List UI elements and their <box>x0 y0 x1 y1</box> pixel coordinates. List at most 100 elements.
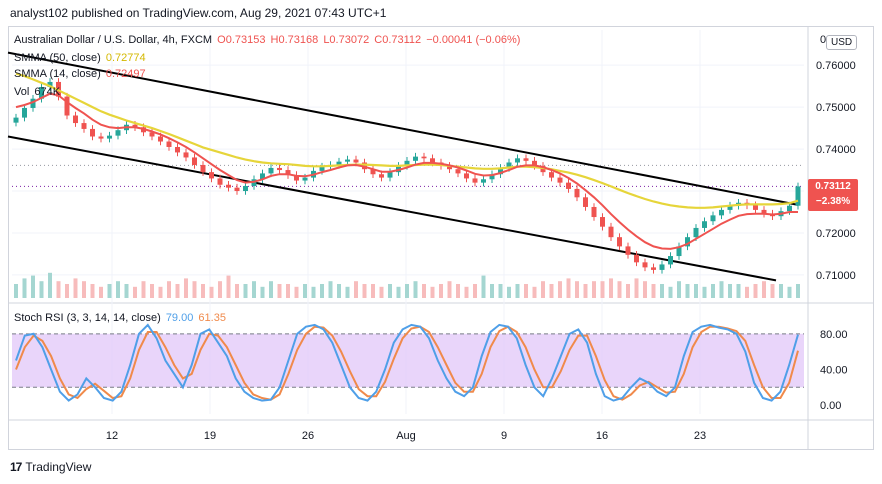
volume-bar <box>405 284 409 298</box>
candle-body <box>285 170 291 176</box>
volume-bar <box>99 286 103 298</box>
volume-bar <box>345 286 350 298</box>
volume-bar <box>430 286 435 298</box>
publisher-caption: analyst102 published on TradingView.com,… <box>10 6 387 20</box>
volume-bar <box>617 281 622 298</box>
candle-body <box>149 132 155 137</box>
volume-bar <box>753 284 758 298</box>
candle-body <box>753 205 758 210</box>
volume-bar <box>592 281 596 298</box>
volume-bar <box>473 284 477 298</box>
candle-body <box>430 158 435 163</box>
volume-bar <box>379 286 384 298</box>
volume-bar <box>269 281 273 298</box>
volume-bar <box>541 281 545 298</box>
chart-frame <box>8 26 874 450</box>
volume-bar <box>481 275 486 298</box>
volume-bar <box>498 284 503 298</box>
volume-bar <box>14 284 18 298</box>
candle-body <box>260 173 265 180</box>
volume-bar <box>583 284 588 298</box>
candle-body <box>693 227 699 238</box>
candle-body <box>379 174 384 178</box>
time-tick-label: Aug <box>396 430 416 442</box>
sma50-label: SMMA (50, close) <box>14 52 101 64</box>
candle-body <box>64 96 70 116</box>
candle-body <box>370 169 376 175</box>
candle-body <box>515 158 520 163</box>
candle-body <box>22 107 27 118</box>
candle-body <box>498 167 503 175</box>
volume-bar <box>736 284 741 298</box>
candle-body <box>302 177 308 181</box>
candle-body <box>532 160 537 166</box>
volume-bar <box>668 286 673 298</box>
candle-body <box>132 124 138 128</box>
volume-bar <box>294 286 299 298</box>
candle-body <box>634 254 639 263</box>
volume-bar <box>31 275 35 298</box>
candle-body <box>413 156 418 161</box>
volume-bar <box>158 286 163 298</box>
price-tick-label: 0.75000 <box>816 102 856 114</box>
volume-bar <box>286 284 290 298</box>
high-value: H0.73168 <box>270 34 319 46</box>
candle-body <box>39 86 44 99</box>
candle-body <box>608 226 614 238</box>
volume-bar <box>243 284 248 298</box>
candle-body <box>13 117 19 123</box>
candle-body <box>319 166 325 171</box>
stoch-d-line <box>15 325 799 401</box>
volume-bar <box>48 272 52 298</box>
candle-body <box>353 159 359 163</box>
candle-body <box>787 205 792 212</box>
candle-body <box>455 169 461 174</box>
symbol-label: Australian Dollar / U.S. Dollar, 4h, FXC… <box>14 34 213 46</box>
volume-bar <box>235 284 239 298</box>
sma50-value: 0.72774 <box>105 52 146 64</box>
volume-bar <box>524 284 528 298</box>
candle-body <box>685 237 690 247</box>
candle-body <box>557 177 563 183</box>
stoch-k-line <box>15 323 799 402</box>
volume-bar <box>651 284 656 298</box>
volume-bar <box>107 284 112 298</box>
candle-body <box>387 172 393 178</box>
candle-body <box>651 267 656 270</box>
stoch-tick-label: 0.00 <box>820 400 841 412</box>
candle-body <box>617 237 622 247</box>
time-tick-label: 26 <box>302 430 314 442</box>
volume-bar <box>226 275 231 298</box>
candle-body <box>668 256 673 265</box>
sma14-label: SMMA (14, close) <box>14 68 101 80</box>
last-price-tag: 0.73112 −2.38% <box>808 179 858 211</box>
volume-bar <box>354 281 358 298</box>
low-value: L0.73072 <box>323 34 370 46</box>
volume-bar <box>337 284 341 298</box>
candle-body <box>421 156 427 159</box>
volume-bar <box>116 281 120 298</box>
volume-bar <box>209 286 214 298</box>
open-value: O0.73153 <box>217 34 266 46</box>
volume-bar <box>22 278 27 298</box>
candle-body <box>574 188 580 198</box>
price-tick-label: 0 <box>820 34 826 46</box>
candle-body <box>192 157 197 166</box>
candle-body <box>625 246 631 255</box>
volume-legend: Vol 674K <box>14 86 60 98</box>
volume-bar <box>558 281 562 298</box>
volume-bar <box>388 284 392 298</box>
volume-bar <box>762 281 766 298</box>
currency-button[interactable]: USD <box>826 35 858 50</box>
candle-body <box>566 182 571 189</box>
volume-bar <box>192 281 197 298</box>
tradingview-logo[interactable]: 17 TradingView <box>10 460 91 474</box>
volume-bar <box>150 284 154 298</box>
volume-bar <box>167 281 171 298</box>
time-tick-label: 16 <box>596 430 608 442</box>
volume-bar <box>575 281 579 298</box>
volume-bar <box>413 281 418 298</box>
candle-body <box>659 264 665 270</box>
candle-body <box>30 98 36 108</box>
volume-bar <box>634 278 639 298</box>
